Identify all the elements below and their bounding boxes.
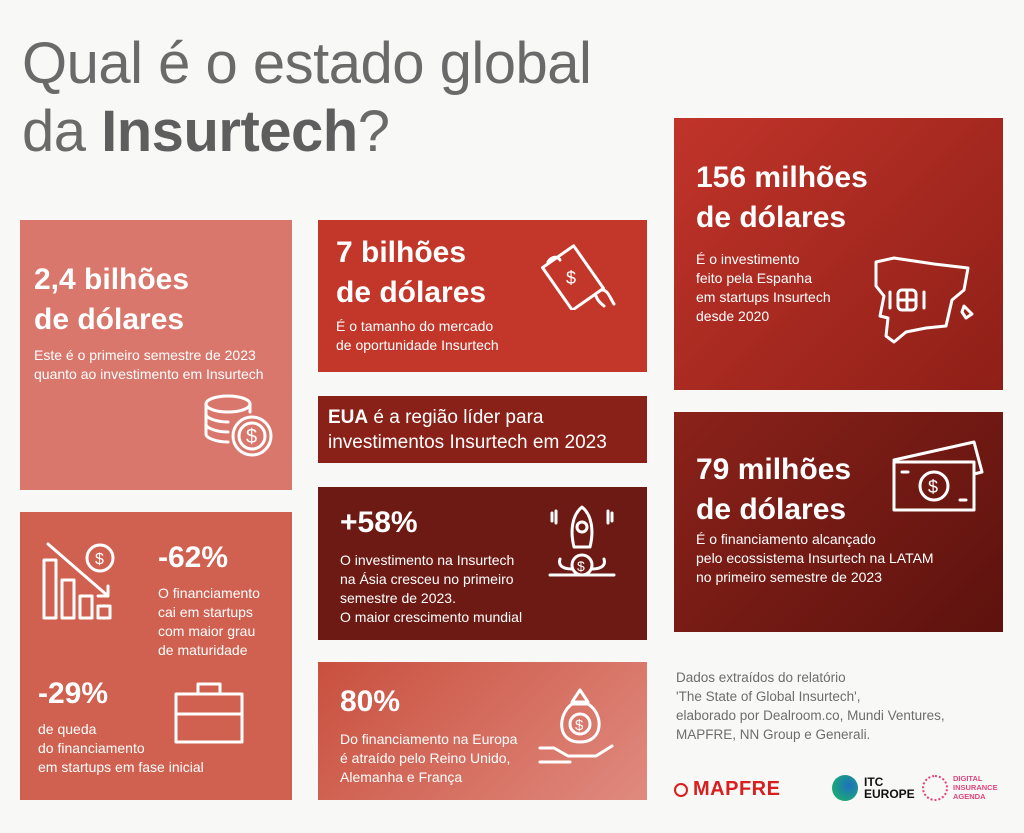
banknotes-icon: $ bbox=[892, 440, 984, 512]
card-text: Este é o primeiro semestre de 2023 quanto… bbox=[34, 347, 264, 382]
svg-text:$: $ bbox=[575, 717, 584, 734]
coins-dollar-icon: $ bbox=[204, 394, 273, 457]
card-headline: 2,4 bilhões de dólares bbox=[34, 263, 190, 336]
svg-text:$: $ bbox=[928, 477, 938, 497]
card-80-percent: 80% Do financiamento na Europa é atraído … bbox=[318, 662, 647, 800]
card-79-milhoes: 79 milhões de dólares É o financiamento a… bbox=[674, 412, 1003, 632]
itc-europe-logo: ITC EUROPE bbox=[832, 775, 915, 801]
flying-money-icon: $ bbox=[541, 244, 616, 310]
card-7-bilhoes: 7 bilhões de dólares É o tamanho do merca… bbox=[318, 220, 647, 372]
svg-text:$: $ bbox=[577, 558, 585, 574]
itc-globe-icon bbox=[832, 775, 858, 801]
source-note: Dados extraídos do relatório 'The State o… bbox=[676, 670, 945, 742]
svg-text:$: $ bbox=[95, 551, 104, 568]
spain-map-icon bbox=[874, 256, 974, 344]
mapfre-logo: MAPFRE bbox=[674, 778, 780, 801]
briefcase-icon bbox=[174, 682, 244, 744]
card-2-4-bilhoes: 2,4 bilhões de dólares Este é o primeiro … bbox=[20, 220, 292, 490]
page-title: Qual é o estado global da Insurtech? bbox=[22, 31, 592, 164]
card-156-milhoes: 156 milhões de dólares É o investimento fe… bbox=[674, 118, 1003, 390]
declining-chart-icon: $ bbox=[42, 542, 115, 620]
money-bag-hand-icon: $ bbox=[538, 688, 614, 764]
rocket-money-icon: $ bbox=[548, 505, 616, 577]
svg-text:$: $ bbox=[566, 268, 576, 288]
svg-text:$: $ bbox=[246, 426, 257, 448]
card-funding-drops: $ -62% O financiamento cai em startups com… bbox=[20, 512, 292, 800]
digital-insurance-agenda-logo: DIGITAL INSURANCE AGENDA bbox=[922, 774, 998, 801]
mapfre-emblem-icon bbox=[674, 782, 688, 797]
dia-globe-icon bbox=[922, 774, 948, 801]
card-eua: EUA é a região líder para investimentos I… bbox=[318, 396, 647, 463]
card-58-percent: +58% O investimento na Insurtech na Ásia … bbox=[318, 487, 647, 640]
